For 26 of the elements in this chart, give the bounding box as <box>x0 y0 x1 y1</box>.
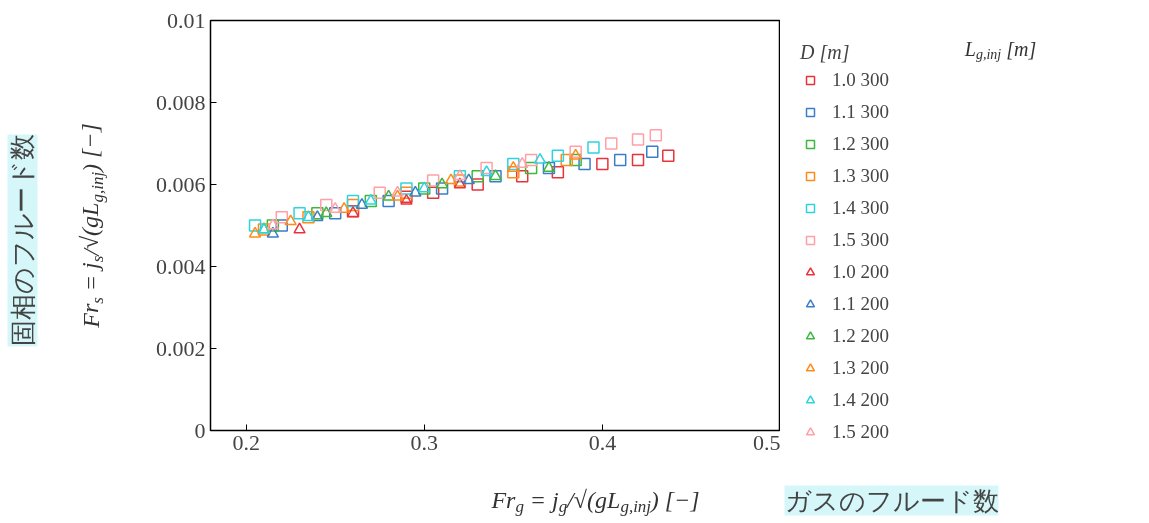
legend-label: 1.3 200 <box>832 357 889 379</box>
x-tick-label: 0.5 <box>753 429 781 455</box>
text: 固相のフルード数 <box>7 134 38 347</box>
y-tick-label: 0 <box>194 417 206 443</box>
legend-label: 1.2 300 <box>832 133 889 155</box>
y-tick-label: 0.006 <box>156 171 206 197</box>
y-tick-label: 0.004 <box>156 253 206 279</box>
legend-label: 1.3 300 <box>832 165 889 187</box>
legend-label: 1.5 300 <box>832 229 889 251</box>
legend-label: 1.1 300 <box>832 101 889 123</box>
legend-label: 1.2 200 <box>832 325 889 347</box>
y-tick-label: 0.002 <box>156 335 206 361</box>
legend-label: 1.0 200 <box>832 261 889 283</box>
legend-label: 1.4 200 <box>832 389 889 411</box>
y-axis-title: Frs = js/√(gLg,inj) [−] <box>77 123 108 329</box>
x-tick-label: 0.3 <box>410 429 438 455</box>
legend-label: 1.1 200 <box>832 293 889 315</box>
legend-label: 1.0 300 <box>832 69 889 91</box>
x-tick-label: 0.2 <box>232 429 260 455</box>
legend-title: D [m] <box>800 41 851 64</box>
legend-label: 1.5 200 <box>832 421 889 443</box>
text: ガスのフルード数 <box>784 485 999 516</box>
legend-label: 1.4 300 <box>832 197 889 219</box>
y-tick-label: 0.01 <box>167 7 206 33</box>
y-tick-label: 0.008 <box>156 89 206 115</box>
x-tick-label: 0.4 <box>588 429 617 455</box>
